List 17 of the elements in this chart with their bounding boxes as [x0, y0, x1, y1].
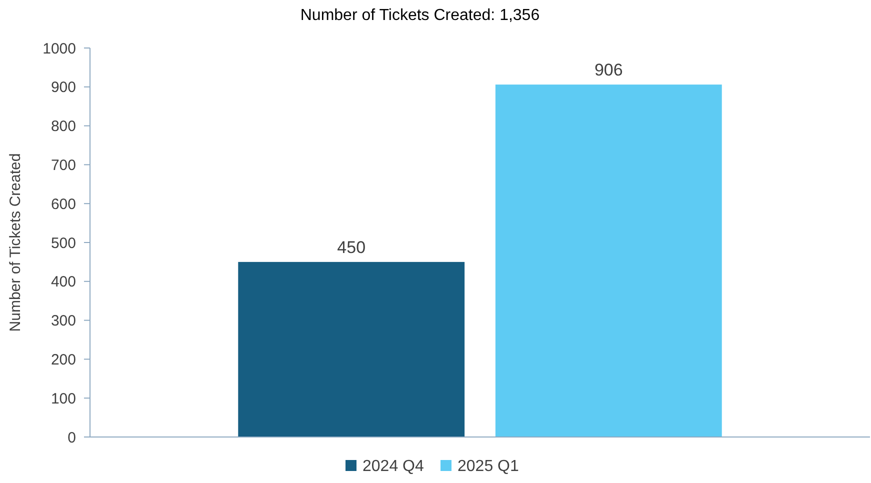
y-axis-title: Number of Tickets Created	[7, 153, 24, 332]
y-tick-label: 700	[50, 156, 76, 174]
y-tick-label: 300	[50, 312, 76, 330]
legend-label: 2024 Q4	[362, 458, 424, 475]
y-tick-label: 500	[50, 234, 76, 252]
y-tick-label: 100	[50, 390, 76, 408]
y-tick-label: 200	[50, 351, 76, 368]
y-tick-label: 0	[68, 429, 76, 446]
y-tick-label: 900	[50, 79, 76, 96]
data-label: 906	[594, 60, 623, 80]
legend-label: 2025 Q1	[458, 458, 519, 475]
y-tick-label: 600	[50, 196, 76, 213]
data-label: 450	[337, 238, 366, 257]
chart-title: Number of Tickets Created: 1,356	[300, 7, 540, 24]
y-tick-label: 800	[50, 118, 76, 136]
y-tick-label: 400	[50, 274, 76, 291]
y-tick-label: 1000	[42, 40, 76, 58]
